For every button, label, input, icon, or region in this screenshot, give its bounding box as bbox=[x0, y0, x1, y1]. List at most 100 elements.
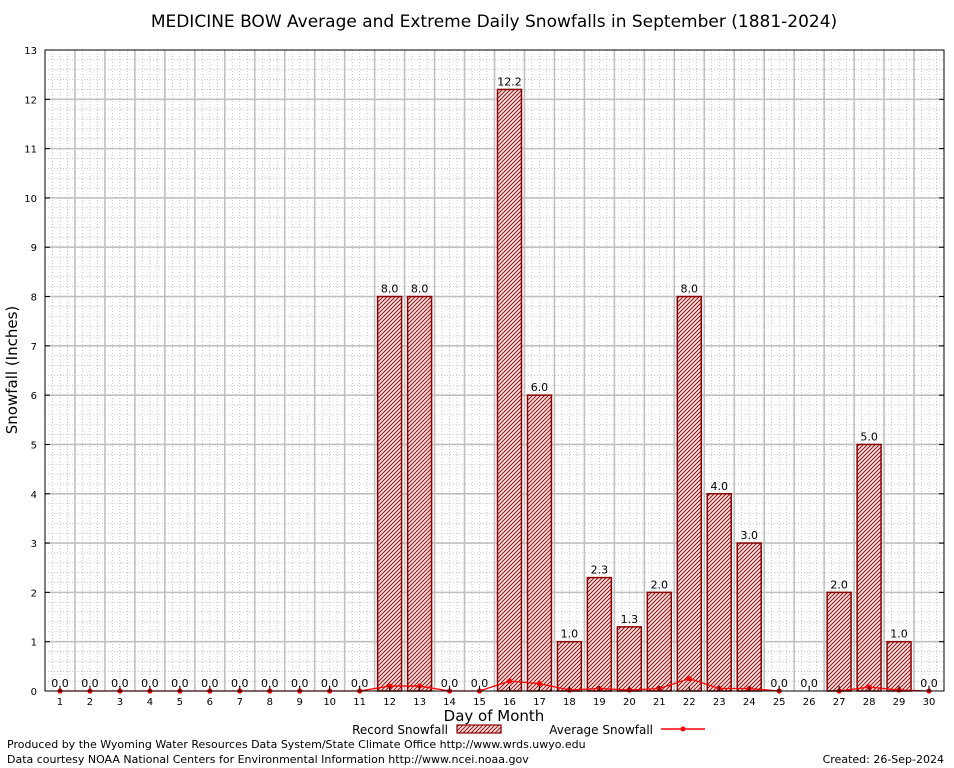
data-label-day-28: 5.0 bbox=[860, 430, 878, 443]
data-label-day-12: 8.0 bbox=[381, 283, 399, 296]
x-tick-label: 29 bbox=[893, 697, 906, 708]
data-label-day-22: 8.0 bbox=[681, 283, 699, 296]
y-tick-label: 0 bbox=[31, 687, 37, 698]
legend-average-label: Average Snowfall bbox=[549, 723, 653, 737]
data-label-day-27: 2.0 bbox=[830, 578, 848, 591]
x-tick-label: 24 bbox=[743, 697, 756, 708]
data-label-day-20: 1.3 bbox=[621, 613, 639, 626]
data-label-day-30: 0.0 bbox=[920, 677, 938, 690]
y-tick-label: 2 bbox=[31, 588, 37, 599]
data-label-day-5: 0.0 bbox=[171, 677, 189, 690]
footer-data-courtesy: Data courtesy NOAA National Centers for … bbox=[7, 753, 529, 766]
data-label-day-13: 8.0 bbox=[411, 283, 429, 296]
data-label-day-6: 0.0 bbox=[201, 677, 219, 690]
y-tick-label: 13 bbox=[24, 46, 37, 57]
x-tick-label: 1 bbox=[57, 697, 63, 708]
chart-title: MEDICINE BOW Average and Extreme Daily S… bbox=[151, 12, 837, 32]
x-tick-label: 5 bbox=[177, 697, 183, 708]
y-tick-label: 8 bbox=[31, 293, 37, 304]
x-tick-label: 10 bbox=[323, 697, 336, 708]
record-bar-day-23 bbox=[706, 493, 732, 692]
y-tick-label: 12 bbox=[24, 95, 37, 106]
data-label-day-16: 12.2 bbox=[497, 75, 522, 88]
record-bar-day-29 bbox=[886, 640, 912, 692]
data-label-day-15: 0.0 bbox=[471, 677, 489, 690]
y-tick-label: 10 bbox=[24, 194, 37, 205]
record-bar-day-27 bbox=[826, 591, 852, 692]
record-bar-day-17 bbox=[526, 394, 553, 692]
record-bar-day-18 bbox=[556, 640, 583, 692]
y-tick-label: 1 bbox=[31, 638, 37, 649]
x-tick-label: 4 bbox=[147, 697, 153, 708]
data-label-day-2: 0.0 bbox=[81, 677, 99, 690]
x-tick-label: 3 bbox=[117, 697, 123, 708]
data-label-day-9: 0.0 bbox=[291, 677, 309, 690]
data-label-day-3: 0.0 bbox=[111, 677, 129, 690]
data-label-day-26: 0.0 bbox=[800, 677, 818, 690]
y-tick-label: 3 bbox=[31, 539, 37, 550]
legend-record-label: Record Snowfall bbox=[352, 723, 448, 737]
y-axis-title: Snowfall (Inches) bbox=[3, 306, 21, 434]
x-tick-label: 13 bbox=[413, 697, 426, 708]
data-label-day-21: 2.0 bbox=[651, 578, 669, 591]
average-marker-day-17 bbox=[536, 681, 543, 687]
record-bar-day-21 bbox=[646, 591, 673, 692]
x-tick-label: 23 bbox=[713, 697, 726, 708]
record-bar-day-20 bbox=[616, 626, 643, 692]
x-tick-label: 14 bbox=[443, 697, 456, 708]
data-label-day-24: 3.0 bbox=[740, 529, 758, 542]
legend-average-marker bbox=[680, 726, 686, 732]
y-tick-label: 5 bbox=[31, 440, 37, 451]
record-bar-day-28 bbox=[856, 443, 882, 692]
x-tick-label: 19 bbox=[593, 697, 606, 708]
average-marker-day-22 bbox=[686, 676, 692, 682]
y-tick-label: 6 bbox=[31, 391, 37, 402]
data-label-day-7: 0.0 bbox=[231, 677, 249, 690]
footer-produced-by: Produced by the Wyoming Water Resources … bbox=[7, 738, 586, 751]
record-bar-day-24 bbox=[736, 542, 762, 692]
data-label-day-25: 0.0 bbox=[770, 677, 788, 690]
x-tick-label: 21 bbox=[653, 697, 666, 708]
bar-data-labels: 0.0 0.0 0.0 0.0 0.0 0.0 0.0 0.0 0.0 0.0 0.0 8.0 8.0 0… bbox=[51, 75, 938, 690]
data-label-day-17: 6.0 bbox=[531, 381, 549, 394]
footer-created: Created: 26-Sep-2024 bbox=[823, 753, 944, 766]
record-bar-day-13 bbox=[406, 295, 433, 692]
x-tick-label: 26 bbox=[803, 697, 816, 708]
average-marker-day-16 bbox=[506, 678, 513, 684]
legend: Record Snowfall Average Snowfall bbox=[352, 723, 705, 737]
data-label-day-4: 0.0 bbox=[141, 677, 159, 690]
data-label-day-1: 0.0 bbox=[51, 677, 69, 690]
x-tick-label: 17 bbox=[533, 697, 546, 708]
y-tick-label: 4 bbox=[31, 490, 37, 501]
x-axis-title: Day of Month bbox=[444, 707, 545, 725]
record-snowfall-bars bbox=[376, 88, 912, 692]
data-label-day-10: 0.0 bbox=[321, 677, 339, 690]
x-tick-label: 27 bbox=[833, 697, 846, 708]
record-bar-day-19 bbox=[586, 576, 613, 692]
major-grid bbox=[45, 50, 944, 691]
x-axis-ticks: 1 2 3 4 5 6 7 8 9 10 11 12 13 14 15 16 17 18 19 20 21 22 23 24 2… bbox=[57, 686, 936, 708]
data-label-day-14: 0.0 bbox=[441, 677, 459, 690]
x-tick-label: 11 bbox=[353, 697, 366, 708]
x-tick-label: 8 bbox=[267, 697, 273, 708]
data-label-day-8: 0.0 bbox=[261, 677, 279, 690]
y-tick-label: 7 bbox=[31, 342, 37, 353]
x-tick-label: 9 bbox=[297, 697, 303, 708]
x-tick-label: 2 bbox=[87, 697, 93, 708]
x-tick-label: 30 bbox=[923, 697, 936, 708]
plot-frame bbox=[44, 49, 945, 692]
x-tick-label: 6 bbox=[207, 697, 213, 708]
y-tick-label: 9 bbox=[31, 243, 37, 254]
x-tick-label: 15 bbox=[473, 697, 486, 708]
data-label-day-11: 0.0 bbox=[351, 677, 369, 690]
x-tick-label: 12 bbox=[383, 697, 396, 708]
x-tick-label: 18 bbox=[563, 697, 576, 708]
data-label-day-23: 4.0 bbox=[711, 480, 729, 493]
x-tick-label: 28 bbox=[863, 697, 876, 708]
data-label-day-29: 1.0 bbox=[890, 628, 908, 641]
record-bar-day-22 bbox=[676, 295, 703, 692]
record-bar-day-16 bbox=[496, 88, 523, 692]
x-tick-label: 16 bbox=[503, 697, 516, 708]
